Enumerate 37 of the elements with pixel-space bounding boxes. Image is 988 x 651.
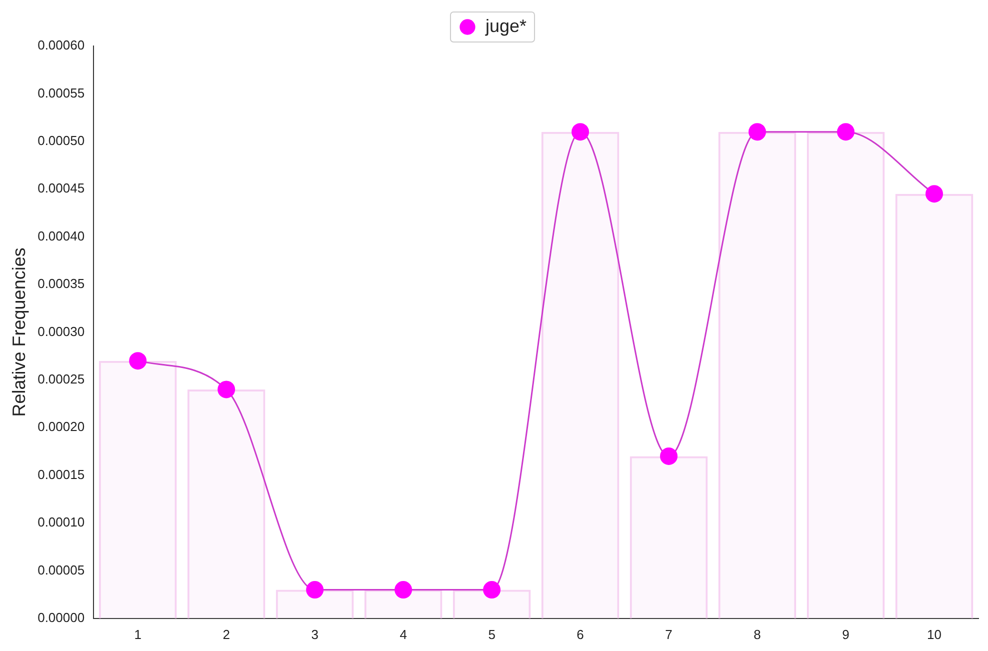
x-tick-label: 3 <box>311 626 318 642</box>
bar <box>806 132 885 618</box>
point <box>572 123 590 141</box>
x-tick-label: 5 <box>488 626 496 642</box>
point <box>926 185 944 203</box>
x-tick-label: 9 <box>842 626 850 642</box>
y-axis-title: Relative Frequencies <box>8 248 29 417</box>
x-tick-label: 10 <box>927 626 942 642</box>
x-tick-label: 7 <box>665 626 672 642</box>
x-tick-label: 4 <box>400 626 407 642</box>
point <box>483 581 501 599</box>
y-tick-label: 0.00020 <box>38 419 85 434</box>
point <box>129 352 147 370</box>
y-tick-label: 0.00050 <box>38 132 85 148</box>
x-tick-label: 1 <box>134 626 142 642</box>
y-tick-label: 0.00010 <box>38 514 85 530</box>
y-tick-label: 0.00040 <box>38 228 85 244</box>
point <box>748 123 766 141</box>
bar <box>895 194 974 618</box>
legend-label: juge* <box>484 16 527 36</box>
x-tick-label: 6 <box>576 626 584 642</box>
y-tick-label: 0.00000 <box>38 610 85 625</box>
point <box>306 581 324 599</box>
y-tick-label: 0.00035 <box>38 276 85 292</box>
point <box>218 380 236 398</box>
point <box>660 447 678 465</box>
point <box>837 123 855 141</box>
y-tick-label: 0.00015 <box>38 466 85 482</box>
x-tick-label: 8 <box>754 626 761 642</box>
y-tick-label: 0.00025 <box>38 371 85 386</box>
y-tick-label: 0.00030 <box>38 324 85 339</box>
y-tick-label: 0.00060 <box>38 38 85 53</box>
y-tick-label: 0.00045 <box>38 180 85 196</box>
y-tick-label: 0.00055 <box>38 85 85 100</box>
point <box>394 581 412 599</box>
y-tick-label: 0.00005 <box>38 562 85 578</box>
x-tick-label: 2 <box>222 626 230 642</box>
